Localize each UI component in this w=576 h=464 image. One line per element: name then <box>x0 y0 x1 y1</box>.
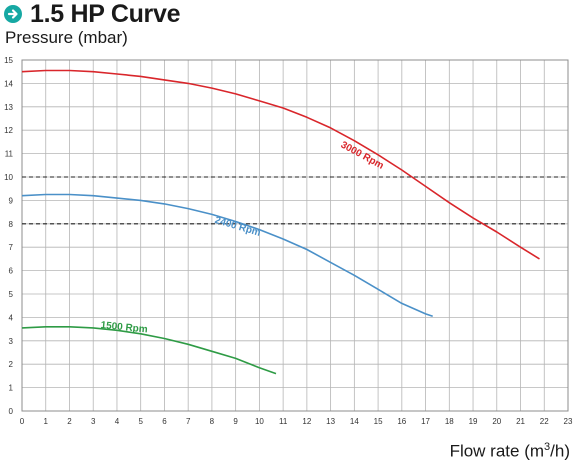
x-tick-label: 12 <box>302 417 311 426</box>
x-tick-label: 9 <box>233 417 238 426</box>
x-tick-label: 7 <box>186 417 191 426</box>
y-tick-label: 11 <box>5 150 14 159</box>
series-line <box>21 326 277 375</box>
y-tick-label: 15 <box>4 56 13 65</box>
x-tick-label: 5 <box>138 417 143 426</box>
series-line <box>21 193 433 317</box>
x-tick-label: 1 <box>44 417 49 426</box>
chart-header: 1.5 HP Curve <box>4 0 180 28</box>
y-tick-label: 10 <box>4 173 13 182</box>
x-tick-label: 2 <box>67 417 72 426</box>
y-tick-label: 2 <box>9 360 14 369</box>
x-tick-label: 20 <box>492 417 501 426</box>
x-tick-label: 11 <box>279 417 288 426</box>
x-axis-label: Flow rate (m3/h) <box>450 441 570 462</box>
x-tick-label: 14 <box>350 417 359 426</box>
x-axis-label-end: /h) <box>550 441 570 461</box>
y-tick-label: 1 <box>9 384 14 393</box>
y-tick-label: 12 <box>4 126 13 135</box>
y-tick-label: 6 <box>9 267 14 276</box>
x-tick-label: 10 <box>255 417 264 426</box>
x-tick-label: 23 <box>564 417 573 426</box>
y-tick-label: 3 <box>9 337 14 346</box>
series-label: 2400 Rpm <box>213 215 262 239</box>
chart-title: 1.5 HP Curve <box>30 0 181 28</box>
x-tick-label: 18 <box>445 417 454 426</box>
y-tick-label: 7 <box>9 243 14 252</box>
x-tick-label: 13 <box>326 417 335 426</box>
x-tick-label: 16 <box>397 417 406 426</box>
y-tick-label: 14 <box>4 79 13 88</box>
y-tick-label: 13 <box>4 103 13 112</box>
series-label: 1500 Rpm <box>100 320 148 336</box>
x-axis-label-main: Flow rate (m <box>449 441 545 461</box>
x-tick-label: 22 <box>540 417 549 426</box>
x-tick-label: 4 <box>115 417 120 426</box>
x-tick-label: 17 <box>421 417 430 426</box>
y-axis-label: Pressure (mbar) <box>5 28 128 47</box>
series-line <box>21 69 540 260</box>
y-tick-label: 8 <box>9 220 14 229</box>
x-tick-label: 0 <box>20 417 25 426</box>
arrow-right-icon <box>4 5 22 23</box>
y-tick-label: 0 <box>9 407 14 416</box>
x-tick-label: 15 <box>374 417 383 426</box>
plot-frame <box>21 59 569 412</box>
x-tick-label: 6 <box>162 417 167 426</box>
x-tick-label: 3 <box>91 417 96 426</box>
x-tick-label: 21 <box>516 417 525 426</box>
y-tick-label: 4 <box>9 313 14 322</box>
y-tick-label: 9 <box>9 196 14 205</box>
x-axis-label-sup: 3 <box>544 441 551 453</box>
x-tick-label: 8 <box>210 417 215 426</box>
y-tick-label: 5 <box>9 290 14 299</box>
x-tick-label: 19 <box>469 417 478 426</box>
